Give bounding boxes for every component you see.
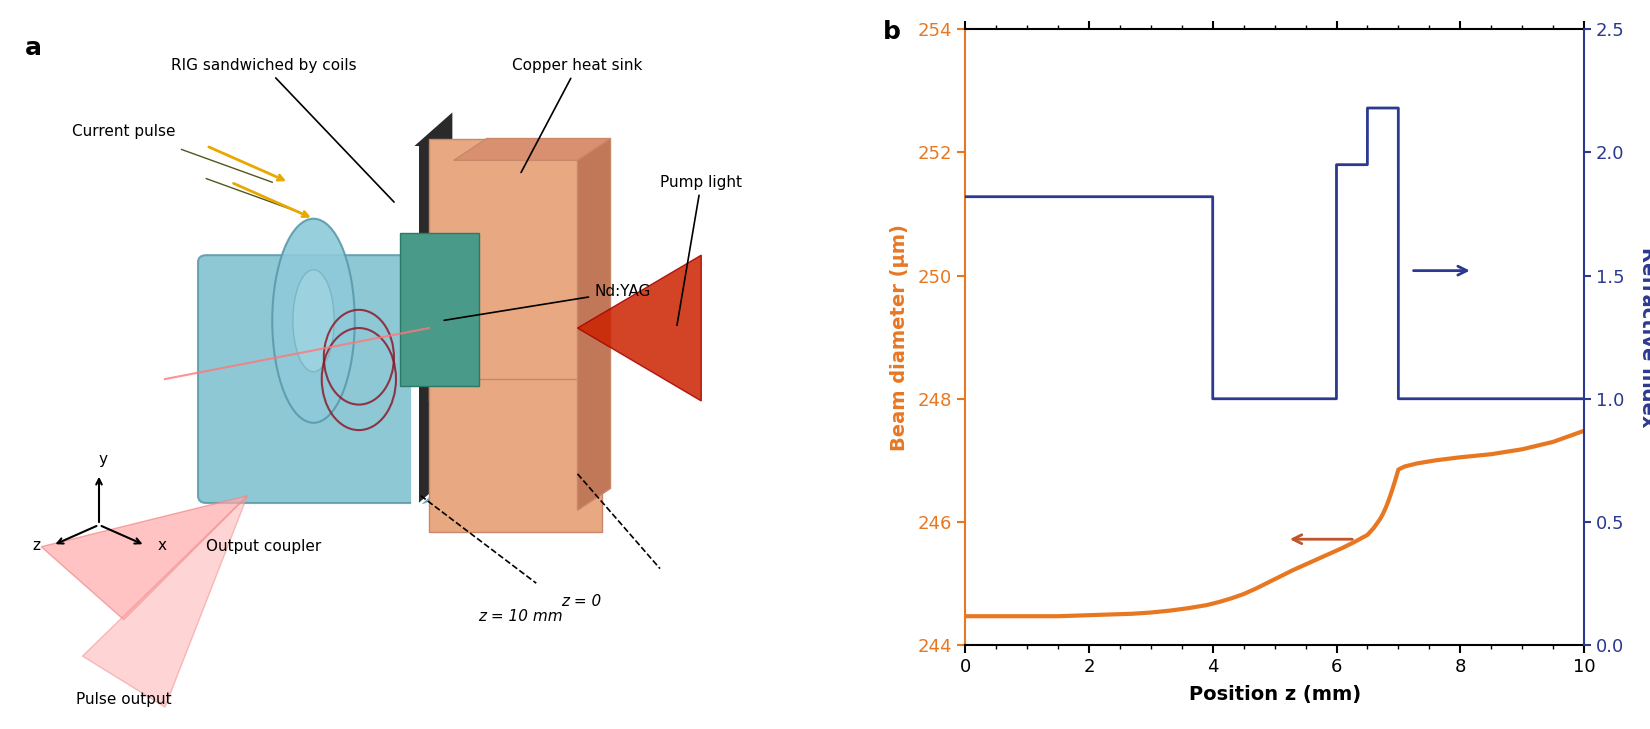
- X-axis label: Position z (mm): Position z (mm): [1188, 685, 1361, 703]
- Text: RIG sandwiched by coils: RIG sandwiched by coils: [172, 58, 394, 202]
- Text: z = 10 mm: z = 10 mm: [478, 609, 563, 624]
- Text: b: b: [883, 20, 901, 44]
- Text: Current pulse: Current pulse: [73, 124, 175, 139]
- Ellipse shape: [272, 219, 355, 423]
- Text: Nd:YAG: Nd:YAG: [444, 284, 650, 320]
- Text: Output coupler: Output coupler: [206, 539, 322, 554]
- Polygon shape: [578, 255, 701, 401]
- Y-axis label: Refractive index: Refractive index: [1638, 247, 1650, 427]
- FancyBboxPatch shape: [429, 379, 602, 532]
- Text: y: y: [99, 451, 107, 467]
- Ellipse shape: [294, 270, 333, 372]
- Polygon shape: [41, 496, 248, 620]
- Text: x: x: [157, 538, 167, 553]
- Text: Pulse output: Pulse output: [76, 693, 172, 707]
- Polygon shape: [412, 109, 454, 510]
- FancyBboxPatch shape: [198, 255, 429, 503]
- Text: Pump light: Pump light: [660, 175, 742, 325]
- Y-axis label: Beam diameter (μm): Beam diameter (μm): [891, 224, 909, 451]
- Polygon shape: [412, 146, 419, 510]
- Text: z = 0: z = 0: [561, 594, 601, 609]
- Text: Copper heat sink: Copper heat sink: [512, 58, 644, 173]
- Polygon shape: [578, 139, 610, 510]
- Text: z: z: [33, 538, 40, 553]
- Text: a: a: [25, 36, 41, 61]
- Polygon shape: [454, 139, 610, 160]
- Polygon shape: [82, 496, 248, 707]
- FancyBboxPatch shape: [429, 139, 602, 401]
- FancyBboxPatch shape: [401, 233, 478, 386]
